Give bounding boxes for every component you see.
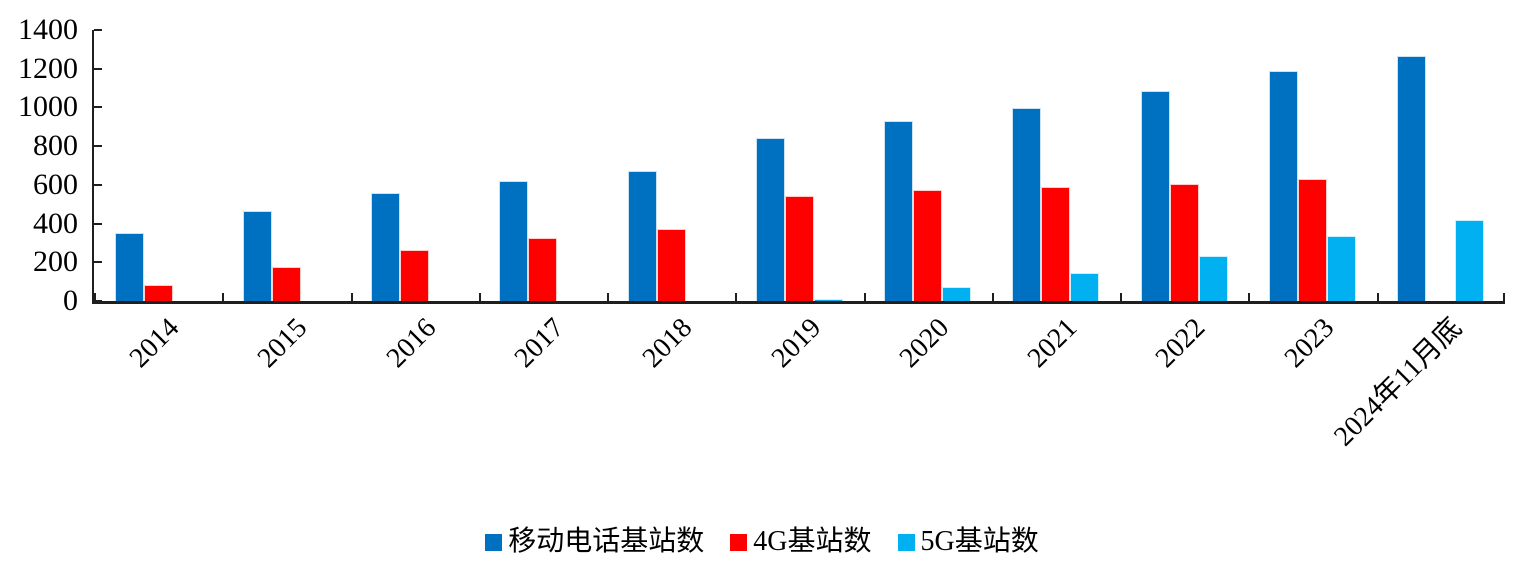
bar-group-2020 xyxy=(864,30,992,301)
y-axis-tick xyxy=(94,222,102,225)
bar-4G基站数-2020 xyxy=(913,189,943,301)
legend-swatch-4g-stations-icon xyxy=(730,533,748,551)
bar-移动电话基站数-2014 xyxy=(114,233,144,301)
y-axis-tick-label: 1200 xyxy=(18,51,78,85)
x-axis-tick xyxy=(735,293,738,301)
bar-group-2014 xyxy=(94,30,222,301)
bar-4G基站数-2021 xyxy=(1041,186,1071,301)
x-axis-tick xyxy=(350,293,353,301)
y-axis-tick xyxy=(94,145,102,148)
bar-4G基站数-2023 xyxy=(1298,179,1328,301)
bar-5G基站数-2020 xyxy=(942,287,972,301)
y-axis-tick-label: 1400 xyxy=(18,13,78,46)
x-axis-category-label: 2024年11月底 xyxy=(1328,312,1469,453)
bar-groups xyxy=(94,30,1505,301)
legend-item-4g-stations: 4G基站数 xyxy=(730,526,872,557)
x-axis-category-label: 2015 xyxy=(252,312,314,374)
bar-5G基站数-2022 xyxy=(1198,256,1228,301)
x-axis-category-label: 2020 xyxy=(893,312,955,374)
y-axis-tick-label: 600 xyxy=(33,167,78,201)
x-axis-category-label: 2019 xyxy=(765,312,827,374)
legend-swatch-5g-stations-icon xyxy=(897,533,915,551)
x-axis-category-label: 2016 xyxy=(380,312,442,374)
bar-4G基站数-2022 xyxy=(1169,184,1199,301)
x-axis-tick xyxy=(863,293,866,301)
bar-4G基站数-2019 xyxy=(784,195,814,301)
bar-4G基站数-2018 xyxy=(656,229,686,301)
bar-group-2024年11月底 xyxy=(1377,30,1505,301)
legend-label-5g-stations: 5G基站数 xyxy=(920,526,1039,557)
bar-4G基站数-2017 xyxy=(528,237,558,301)
y-axis-tick xyxy=(94,261,102,264)
x-axis-category-label: 2021 xyxy=(1021,312,1084,374)
bar-group-2018 xyxy=(607,30,735,301)
legend-swatch-mobile-stations-icon xyxy=(485,533,503,551)
x-axis-tick xyxy=(1248,293,1251,301)
x-axis-tick xyxy=(1120,293,1123,301)
bar-移动电话基站数-2015 xyxy=(242,210,272,301)
y-axis-tick-label: 800 xyxy=(33,129,78,163)
bar-移动电话基站数-2020 xyxy=(884,120,914,301)
bar-group-2023 xyxy=(1248,30,1376,301)
bar-移动电话基站数-2022 xyxy=(1140,91,1170,301)
legend-label-mobile-stations: 移动电话基站数 xyxy=(508,526,705,557)
bar-移动电话基站数-2018 xyxy=(627,171,657,301)
bar-移动电话基站数-2021 xyxy=(1012,108,1042,301)
bar-group-2015 xyxy=(222,30,350,301)
x-axis-category-label: 2017 xyxy=(508,312,571,374)
bar-5G基站数-2023 xyxy=(1327,235,1357,301)
y-axis-tick xyxy=(94,300,102,302)
y-axis-tick xyxy=(94,183,102,186)
x-axis-category-label: 2014 xyxy=(123,312,186,374)
bar-5G基站数-2024年11月底 xyxy=(1455,219,1485,301)
bar-移动电话基站数-2023 xyxy=(1269,71,1299,301)
legend-item-mobile-stations: 移动电话基站数 xyxy=(485,528,704,556)
legend-label-4g-stations: 4G基站数 xyxy=(753,526,872,557)
x-axis-tick xyxy=(222,293,225,301)
y-axis-tick-label: 0 xyxy=(63,284,78,317)
bar-4G基站数-2014 xyxy=(143,284,173,301)
plot-area xyxy=(92,29,1505,304)
x-axis-tick xyxy=(1503,293,1505,301)
bar-移动电话基站数-2017 xyxy=(499,181,529,301)
bar-group-2017 xyxy=(479,30,607,301)
bar-5G基站数-2019 xyxy=(813,298,843,301)
bar-group-2019 xyxy=(735,30,863,301)
bar-group-2016 xyxy=(351,30,479,301)
x-axis-tick xyxy=(1376,293,1379,301)
bar-4G基站数-2015 xyxy=(271,266,301,301)
x-axis-tick xyxy=(607,293,610,301)
legend-item-5g-stations: 5G基站数 xyxy=(897,526,1039,557)
x-axis-category-label: 2023 xyxy=(1278,312,1340,374)
y-axis-tick xyxy=(94,29,102,31)
y-axis-tick-label: 200 xyxy=(33,245,78,279)
bar-移动电话基站数-2019 xyxy=(755,138,785,301)
bar-group-2021 xyxy=(992,30,1120,301)
x-axis-category-label: 2022 xyxy=(1150,312,1212,374)
y-axis-tick-label: 400 xyxy=(33,206,78,240)
bar-group-2022 xyxy=(1120,30,1248,301)
y-axis-tick-label: 1000 xyxy=(18,90,78,124)
bar-移动电话基站数-2016 xyxy=(371,192,401,301)
x-axis-tick xyxy=(478,293,481,301)
y-axis-labels: 0 200 400 600 800 1000 1200 1400 xyxy=(0,15,78,316)
bar-5G基站数-2021 xyxy=(1070,273,1100,301)
x-axis-tick xyxy=(991,293,994,301)
y-axis-tick xyxy=(94,67,102,70)
bar-移动电话基站数-2024年11月底 xyxy=(1397,56,1427,301)
bar-4G基站数-2016 xyxy=(400,250,430,301)
x-axis-tick xyxy=(94,293,96,301)
x-axis-category-label: 2018 xyxy=(636,312,699,374)
legend: 移动电话基站数 4G基站数 5G基站数 xyxy=(0,528,1524,556)
y-axis-tick xyxy=(94,106,102,109)
